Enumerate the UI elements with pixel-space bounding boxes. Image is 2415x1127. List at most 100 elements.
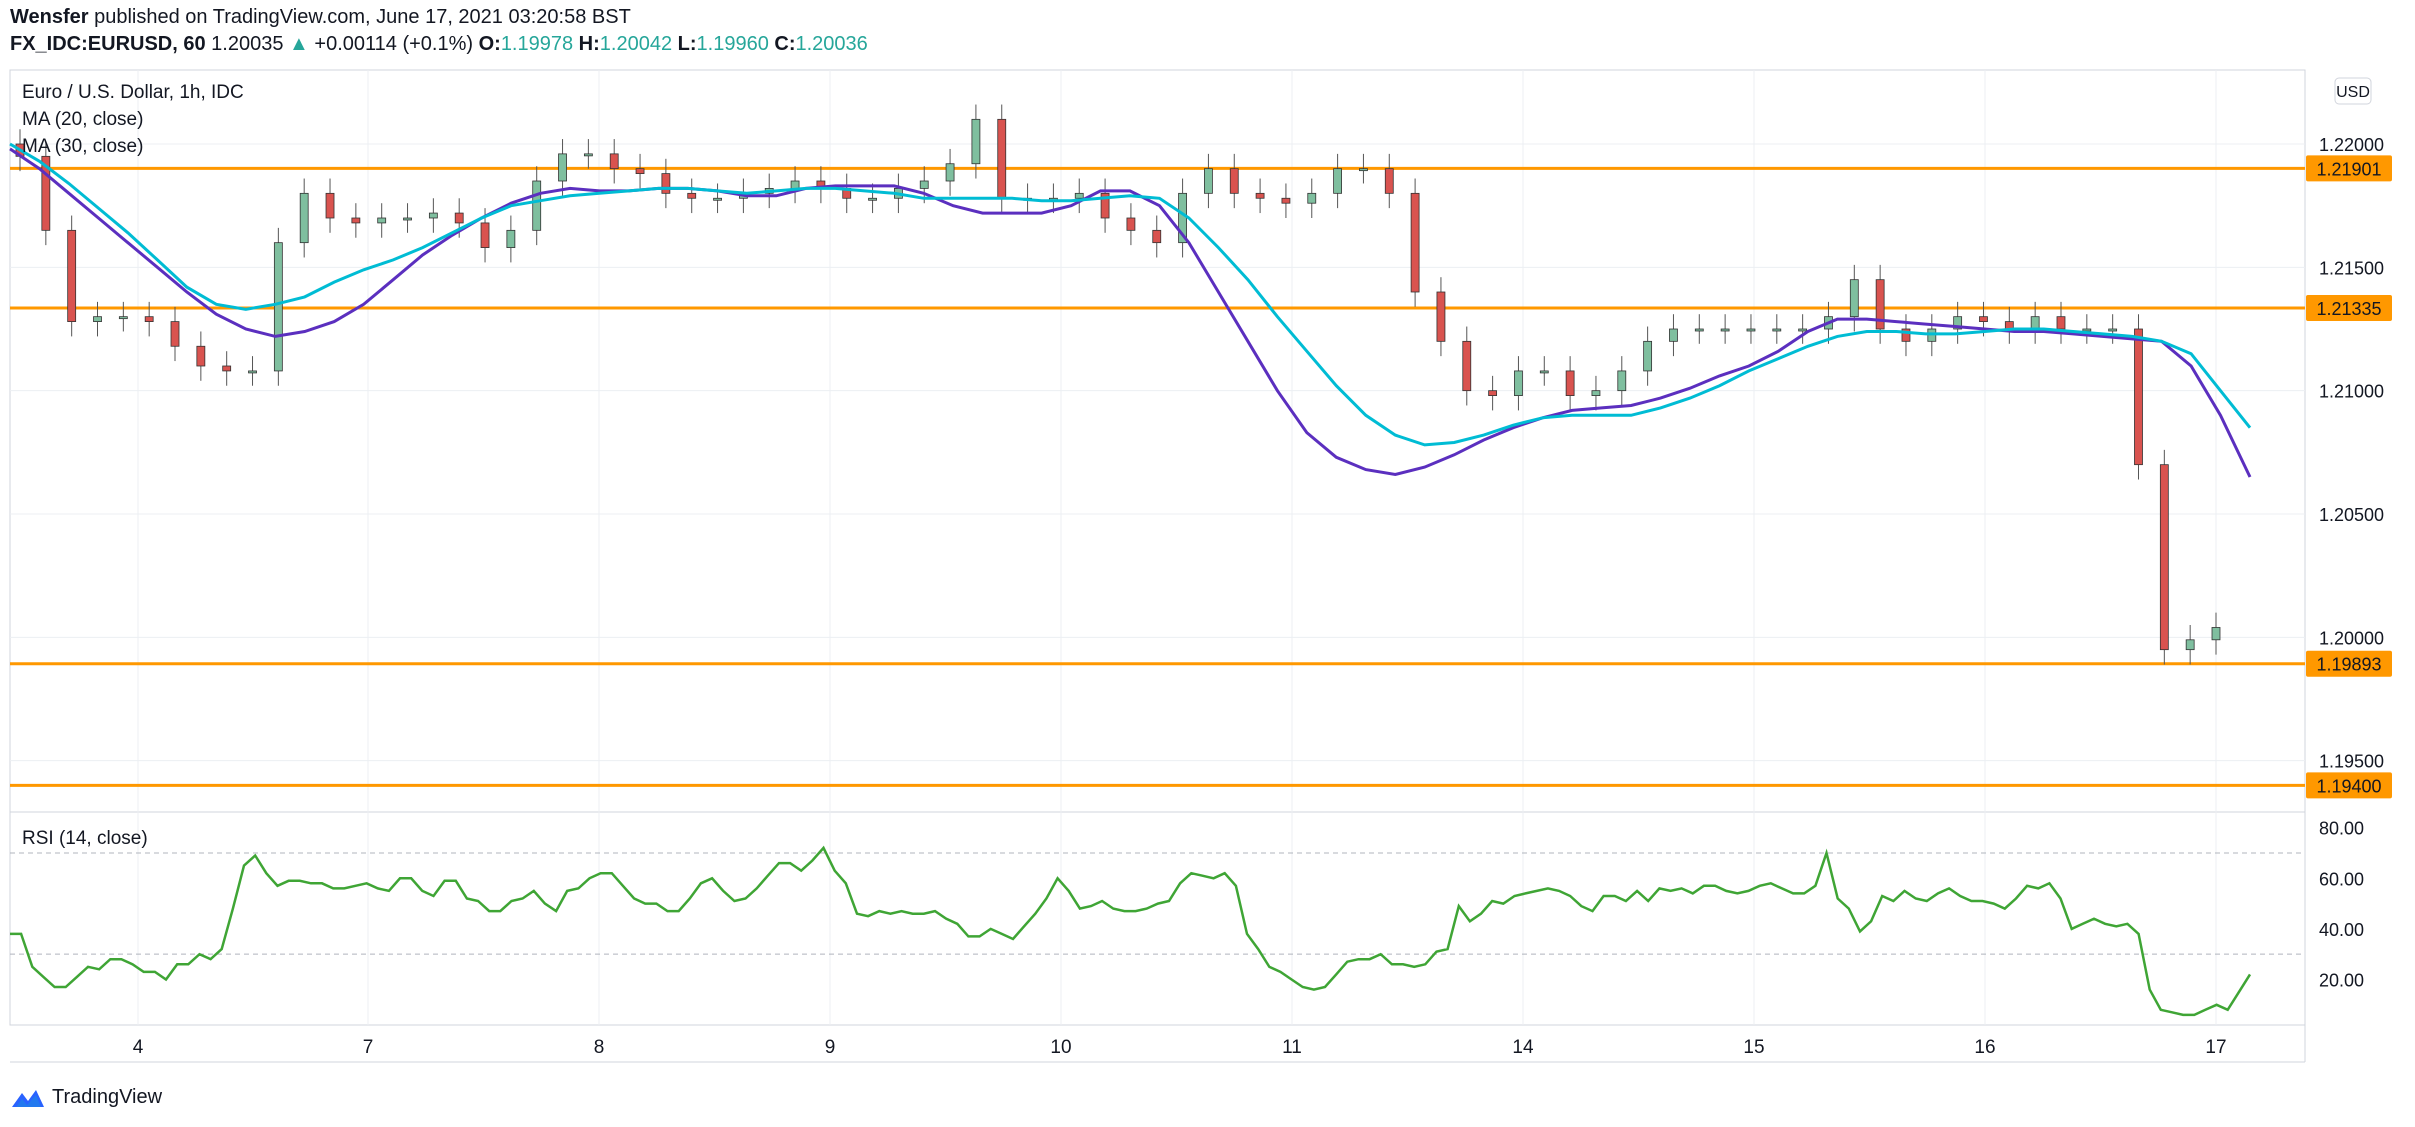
candle-body[interactable] — [532, 180, 542, 231]
candle-body[interactable] — [1798, 328, 1808, 332]
rsi-tick-label: 60.00 — [2319, 869, 2364, 889]
y-tick-label: 1.19500 — [2319, 752, 2384, 772]
candle-body[interactable] — [609, 153, 619, 170]
candle-body[interactable] — [1204, 168, 1213, 194]
candle-body[interactable] — [790, 180, 800, 189]
candle-body[interactable] — [403, 217, 412, 221]
candle-body[interactable] — [1307, 192, 1317, 204]
candle-body[interactable] — [170, 321, 180, 347]
candle-body[interactable] — [1979, 316, 1988, 322]
candle-body[interactable] — [67, 229, 77, 322]
level-price-label: 1.21335 — [2316, 299, 2381, 319]
candle-body[interactable] — [1359, 168, 1368, 172]
candle-body[interactable] — [971, 118, 981, 165]
rsi-legend[interactable]: RSI (14, close) — [22, 828, 148, 849]
candle-body[interactable] — [868, 197, 877, 201]
level-price-label: 1.19893 — [2316, 655, 2381, 675]
candle-body[interactable] — [919, 180, 929, 189]
candle-body[interactable] — [1746, 328, 1756, 332]
candle-body[interactable] — [1281, 197, 1291, 204]
candle-body[interactable] — [635, 168, 645, 175]
level-price-badge — [2306, 772, 2392, 799]
candle-body[interactable] — [1875, 279, 1885, 330]
candle-body[interactable] — [428, 212, 438, 219]
candle-body[interactable] — [945, 163, 955, 182]
rsi-tick-label: 40.00 — [2319, 920, 2364, 940]
candle-body[interactable] — [583, 153, 593, 157]
candle-body[interactable] — [713, 197, 722, 201]
candle-body[interactable] — [661, 173, 671, 194]
candle-body[interactable] — [2030, 316, 2040, 330]
candle-body[interactable] — [1565, 370, 1575, 396]
candle-body[interactable] — [480, 222, 490, 249]
candle-body[interactable] — [454, 212, 464, 224]
rsi-line[interactable] — [10, 845, 2252, 1017]
candle-body[interactable] — [1410, 192, 1420, 293]
candle-body[interactable] — [1720, 328, 1730, 332]
candle-body[interactable] — [687, 192, 697, 199]
candle-body[interactable] — [1669, 328, 1678, 342]
candle-body[interactable] — [1436, 291, 1446, 342]
candle-body[interactable] — [2134, 328, 2143, 466]
price-change: +0.00114 (+0.1%) — [314, 33, 474, 55]
candle-body[interactable] — [1229, 168, 1239, 194]
candle-body[interactable] — [325, 192, 335, 219]
candle-body[interactable] — [1901, 328, 1911, 342]
candle-body[interactable] — [2159, 464, 2169, 651]
candle-body[interactable] — [144, 316, 154, 322]
ma20-line[interactable] — [9, 147, 2252, 478]
candle-body[interactable] — [558, 153, 567, 182]
candle-body[interactable] — [1462, 340, 1472, 392]
author-name[interactable]: Wensfer — [10, 6, 89, 28]
candle-body[interactable] — [2108, 328, 2118, 332]
candle-body[interactable] — [1255, 192, 1265, 199]
candle-body[interactable] — [1126, 217, 1136, 231]
candle-body[interactable] — [41, 155, 51, 231]
candle-body[interactable] — [2211, 627, 2221, 641]
candle-body[interactable] — [1333, 168, 1342, 194]
usd-badge[interactable] — [2334, 77, 2372, 105]
candle-body[interactable] — [1152, 229, 1162, 244]
candle-body[interactable] — [299, 192, 309, 244]
symbol-label[interactable]: FX_IDC:EURUSD, 60 — [10, 33, 206, 55]
x-tick-label: 14 — [1512, 1037, 1534, 1058]
ma30-legend[interactable]: MA (30, close) — [22, 136, 144, 157]
candle-body[interactable] — [1539, 370, 1549, 374]
candle-body[interactable] — [1694, 328, 1704, 332]
candle-body[interactable] — [351, 217, 361, 224]
candle-body[interactable] — [273, 242, 283, 372]
x-tick-label: 11 — [1282, 1037, 1302, 1058]
candle-body[interactable] — [1514, 370, 1523, 396]
candle-body[interactable] — [222, 365, 232, 372]
candle-body[interactable] — [118, 316, 128, 320]
candle-body[interactable] — [248, 370, 257, 374]
ma30-line[interactable] — [9, 142, 2252, 447]
candle-body[interactable] — [1591, 390, 1601, 396]
candle-body[interactable] — [1849, 279, 1859, 318]
candle-body[interactable] — [196, 345, 206, 367]
open-label: O: — [478, 33, 501, 55]
y-tick-label: 1.21500 — [2319, 258, 2384, 278]
chart-title[interactable]: Euro / U.S. Dollar, 1h, IDC — [22, 82, 244, 103]
candle-body[interactable] — [997, 118, 1007, 199]
candle-body[interactable] — [1074, 192, 1084, 199]
rsi-tick-label: 80.00 — [2319, 819, 2364, 839]
candle-body[interactable] — [2056, 316, 2066, 330]
candle-body[interactable] — [377, 217, 387, 224]
candle-body[interactable] — [1384, 168, 1394, 194]
candle-body[interactable] — [1772, 328, 1782, 332]
candle-body[interactable] — [1100, 192, 1110, 219]
candle-body[interactable] — [1953, 316, 1963, 330]
x-tick-label: 9 — [825, 1037, 836, 1058]
candle-body[interactable] — [1643, 340, 1653, 372]
high-value: 1.20042 — [599, 33, 673, 55]
candle-body[interactable] — [506, 229, 516, 248]
candle-body[interactable] — [2185, 639, 2195, 651]
ma20-legend[interactable]: MA (20, close) — [22, 109, 144, 130]
candle-body[interactable] — [1488, 390, 1498, 396]
candle-body[interactable] — [1617, 370, 1627, 392]
candle-body[interactable] — [2082, 328, 2092, 332]
candle-body[interactable] — [93, 316, 102, 322]
tradingview-footer[interactable]: TradingView — [10, 1086, 162, 1109]
